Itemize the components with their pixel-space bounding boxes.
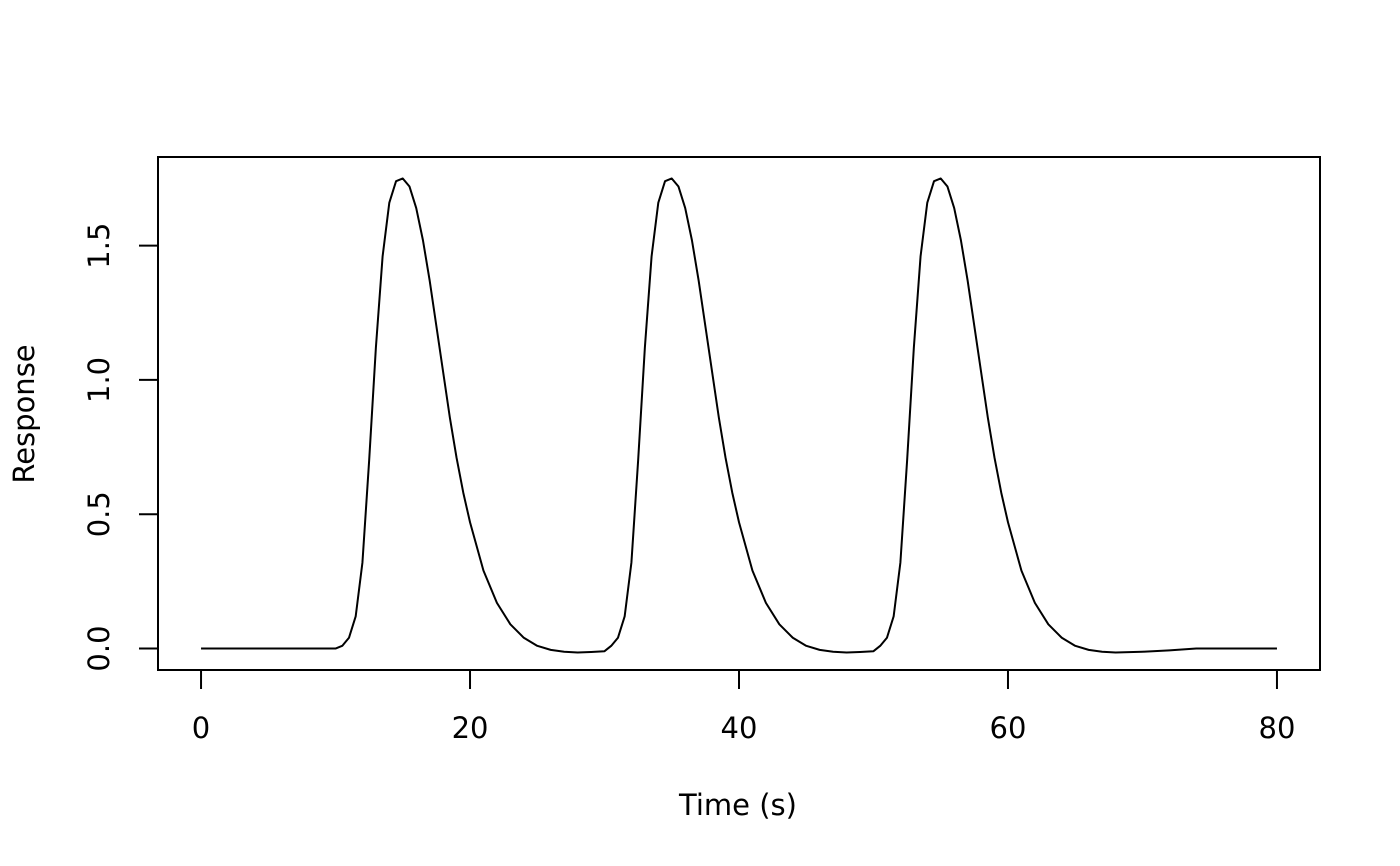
x-tick-label: 60 (990, 711, 1027, 745)
x-tick-label: 0 (192, 711, 210, 745)
x-axis-label: Time (s) (678, 788, 797, 822)
y-tick-label: 1.5 (82, 223, 116, 269)
x-tick-label: 80 (1259, 711, 1296, 745)
y-tick-label: 1.0 (82, 357, 116, 403)
x-tick-label: 20 (452, 711, 489, 745)
x-axis: 0 20 40 60 80 (192, 669, 1296, 745)
plot-area-border (157, 156, 1321, 671)
y-axis: 0.0 0.5 1.0 1.5 (82, 223, 159, 672)
response-line (201, 177, 1277, 654)
y-tick-label: 0.5 (82, 491, 116, 537)
y-axis-label: Response (7, 344, 41, 483)
y-tick-label: 0.0 (82, 625, 116, 671)
x-tick-label: 40 (721, 711, 758, 745)
